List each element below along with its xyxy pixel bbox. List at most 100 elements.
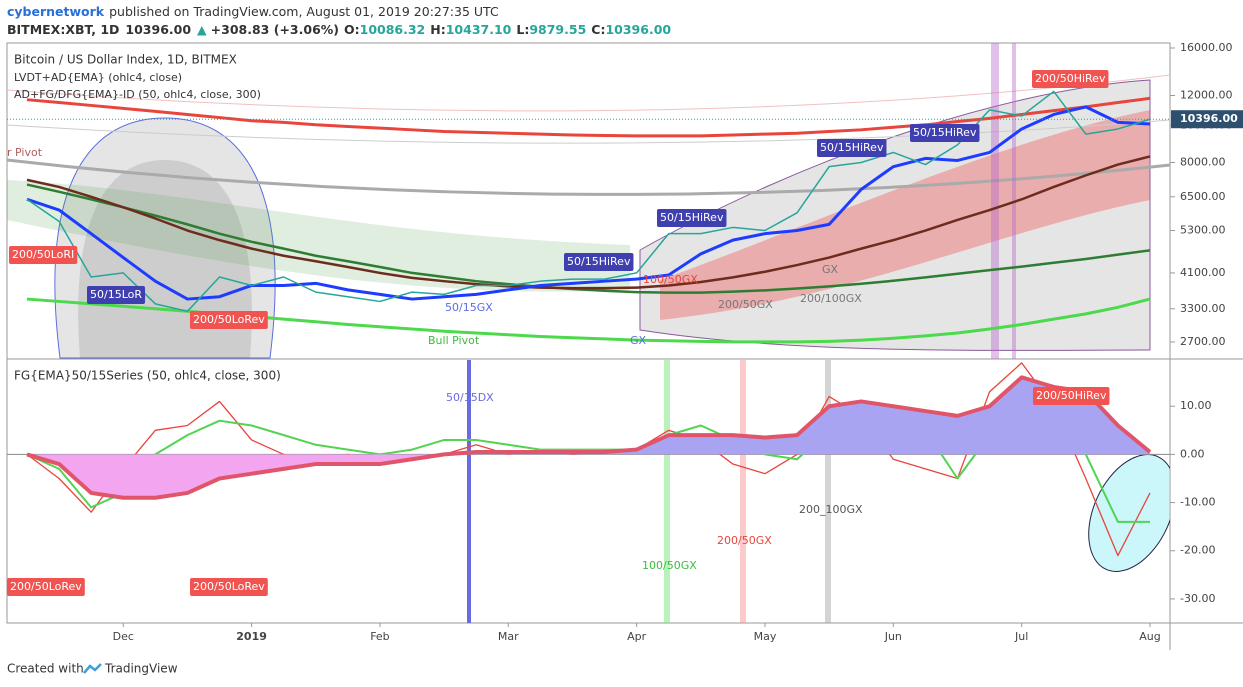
annotation-label: 200/50LoRev	[10, 580, 82, 593]
x-tick-label: May	[754, 630, 777, 643]
annotation-text: 200_100GX	[799, 503, 863, 516]
annotation-text: 100/50GX	[642, 559, 697, 572]
x-tick-label: Dec	[113, 630, 134, 643]
ohlc-value: 10396.00	[605, 22, 671, 37]
annotation-label: 50/15HiRev	[820, 141, 884, 154]
label-box	[190, 311, 268, 329]
y-tick-label: 8000.00	[1180, 155, 1226, 168]
footer-text: Created with	[7, 662, 84, 676]
band-ellipse	[78, 160, 252, 358]
area-above	[27, 377, 1150, 455]
y-tick-label: 4100.00	[1180, 266, 1226, 279]
band-ellipse	[639, 79, 1151, 351]
x-tick-label: Aug	[1139, 630, 1160, 643]
annotation-label: 50/15HiRev	[660, 211, 724, 224]
pane	[26, 90, 1151, 344]
annotation-text: 200/100GX	[800, 292, 862, 305]
annotation-text: 50/15GX	[445, 301, 493, 314]
price-tag	[1171, 110, 1243, 129]
annotation-text: LVDT+AD{EMA} (ohlc4, close)	[14, 71, 182, 84]
annotation-label: 50/15HiRev	[913, 126, 977, 139]
label-box	[657, 209, 727, 227]
x-tick-label: Jul	[1014, 630, 1028, 643]
ohlc-value: 9879.55	[529, 22, 586, 37]
highlight-ellipse	[1088, 454, 1170, 572]
y-tick-label: 16000.00	[1180, 41, 1233, 54]
band-curve	[6, 158, 1170, 196]
label-box	[1033, 387, 1110, 405]
annotation-text: 50/15DX	[446, 391, 494, 404]
annotation-label: 50/15LoR	[90, 288, 142, 301]
last-price: 10396.00	[125, 22, 191, 37]
band-fill	[7, 180, 630, 292]
y-tick-label: -10.00	[1180, 496, 1215, 509]
annotation-label: 200/50HiRev	[1036, 389, 1107, 402]
annotation-label: 200/50LoRev	[193, 313, 265, 326]
y-tick-label: -30.00	[1180, 592, 1215, 605]
y-tick-label: 10.00	[1180, 399, 1212, 412]
event-bar	[467, 360, 471, 623]
ohlc-label: C:	[591, 22, 605, 37]
y-tick-label: 6500.00	[1180, 190, 1226, 203]
annotation-text: AD+FG/DFG{EMA}-ID (50, ohlc4, close, 300…	[14, 88, 261, 101]
footer-brand[interactable]: TradingView	[104, 662, 178, 676]
series-line	[26, 96, 1151, 138]
label-box	[910, 124, 980, 142]
label-box	[87, 286, 146, 304]
event-bar	[825, 360, 831, 623]
annotation-text: GX	[822, 263, 839, 276]
label-box	[190, 578, 268, 596]
label-box	[564, 253, 634, 271]
published: published on TradingView.com, August 01,…	[109, 4, 499, 19]
y-tick-label: 5300.00	[1180, 224, 1226, 237]
change: +308.83 (+3.06%)	[211, 22, 339, 37]
osc-decor	[467, 360, 1170, 623]
event-bar	[991, 43, 999, 359]
author[interactable]: cybernetwork	[7, 4, 105, 19]
pane	[7, 362, 1170, 557]
series-line	[26, 155, 1151, 290]
annotation-label: 200/50LoRI	[12, 248, 74, 261]
annotation-text: Bull Pivot	[428, 334, 480, 347]
ohlc-label: H:	[430, 22, 445, 37]
series-line	[26, 375, 1152, 500]
up-arrow: ▲	[197, 22, 207, 37]
annotation-label: 200/50LoRev	[193, 580, 265, 593]
y-tick-label: 3300.00	[1180, 302, 1226, 315]
y-tick-label: -20.00	[1180, 544, 1215, 557]
series-line	[26, 183, 1151, 294]
price-tag-text: 10396.00	[1180, 112, 1238, 125]
ohlc-label: O:	[344, 22, 360, 37]
symbol-line: BITMEX:XBT, 1D 10396.00 ▲ +308.83 (+3.06%) O…	[7, 22, 671, 37]
annotation-text: r Pivot	[7, 146, 43, 159]
x-tick-label: Mar	[498, 630, 519, 643]
annotation-text: GX	[630, 334, 647, 347]
series-line	[26, 376, 1150, 523]
label-box	[9, 246, 78, 264]
label-box	[817, 139, 887, 157]
x-tick-label: 2019	[236, 630, 267, 643]
annotation-text: 200/50GX	[717, 534, 772, 547]
y-tick-label: 0.00	[1180, 447, 1205, 460]
series-line	[26, 105, 1151, 301]
annotation-text: 100/50GX	[643, 273, 698, 286]
logo	[83, 663, 102, 674]
annotation-text: 200/50GX	[718, 298, 773, 311]
band-curve	[6, 74, 1170, 112]
ohlc-value: 10437.10	[446, 22, 512, 37]
label-box	[7, 578, 85, 596]
ohlc-value: 10086.32	[360, 22, 426, 37]
event-bar	[740, 360, 746, 623]
x-tick-label: Jun	[884, 630, 902, 643]
annotation-label: 200/50HiRev	[1035, 72, 1106, 85]
event-bar	[664, 360, 670, 623]
chart-title: FG{EMA}50/15Series (50, ohlc4, close, 30…	[14, 369, 281, 383]
y-tick-label: 2700.00	[1180, 335, 1226, 348]
band-curve	[6, 119, 1170, 144]
header-line: cybernetwork published on TradingView.com…	[7, 4, 499, 19]
y-tick-label: 12000.00	[1180, 89, 1233, 102]
label-box	[1032, 70, 1109, 88]
chart-title: Bitcoin / US Dollar Index, 1D, BITMEX	[14, 53, 237, 67]
symbol: BITMEX:XBT, 1D	[7, 22, 119, 37]
